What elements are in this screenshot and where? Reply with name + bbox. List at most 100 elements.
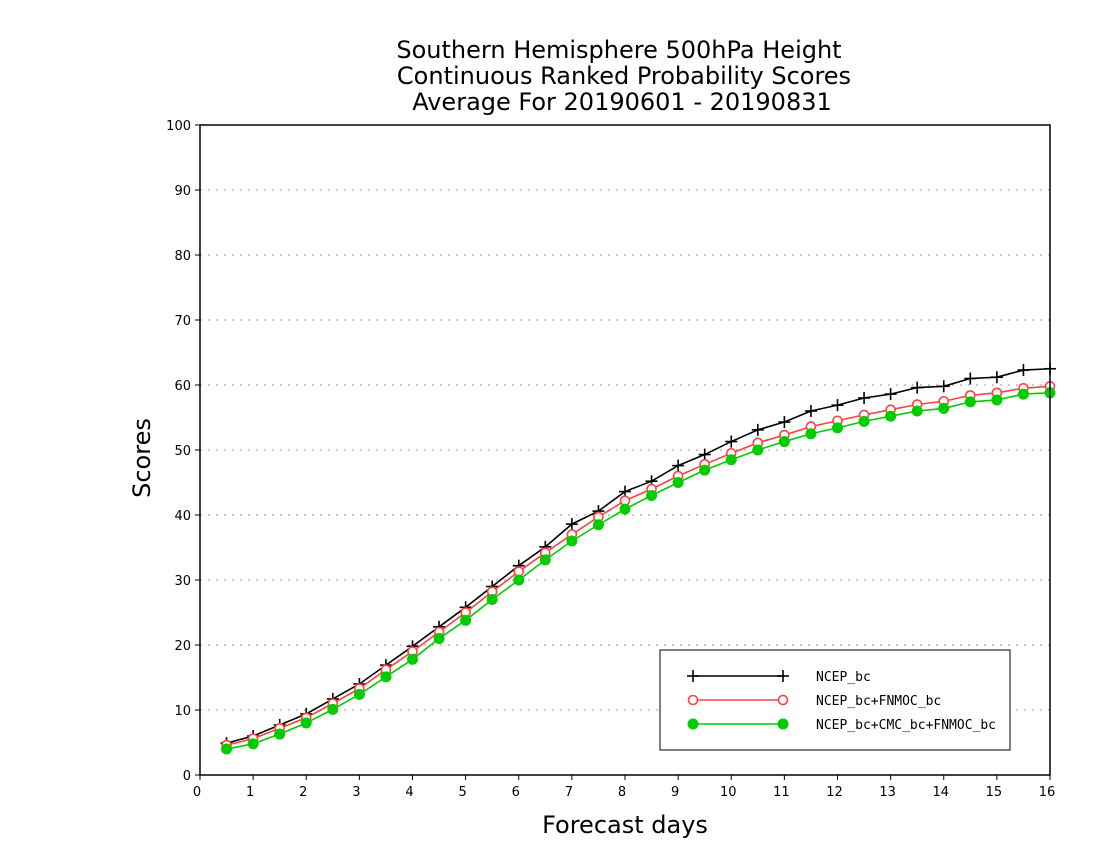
- y-tick-label: 50: [174, 444, 191, 459]
- data-point: [804, 405, 817, 417]
- x-tick-label: 5: [458, 785, 466, 800]
- x-tick-label: 10: [720, 785, 737, 800]
- title-line-3: Average For 20190601 - 20190831: [412, 88, 832, 116]
- data-point: [777, 670, 789, 682]
- x-tick-label: 3: [352, 785, 360, 800]
- data-point: [300, 717, 312, 729]
- y-tick-label: 100: [166, 119, 191, 134]
- x-tick-label: 13: [879, 785, 896, 800]
- data-point: [672, 477, 684, 488]
- data-point: [911, 381, 924, 394]
- data-point: [938, 402, 950, 414]
- x-axis-label: Forecast days: [542, 811, 708, 839]
- data-point: [1017, 388, 1029, 400]
- data-point: [592, 519, 604, 531]
- data-point: [1017, 364, 1030, 377]
- x-tick-label: 2: [299, 785, 307, 800]
- data-point: [964, 372, 977, 385]
- x-tick-label: 0: [193, 785, 201, 800]
- data-point: [327, 703, 339, 715]
- legend-item: NCEP_bc+CMC_bc+FNMOC_bc: [687, 718, 996, 733]
- y-tick-label: 10: [174, 704, 191, 719]
- y-tick-label: 90: [174, 184, 191, 199]
- data-point: [885, 410, 897, 422]
- data-point: [699, 464, 711, 476]
- grid: [200, 189, 1050, 711]
- data-point: [778, 436, 790, 448]
- y-axis-label: Scores: [128, 418, 156, 498]
- data-point: [646, 490, 658, 501]
- data-point: [725, 454, 737, 466]
- data-point: [380, 671, 392, 683]
- x-tick-label: 16: [1039, 785, 1056, 800]
- data-point: [672, 459, 685, 472]
- data-point: [274, 728, 286, 740]
- data-point: [751, 423, 764, 436]
- x-tick-label: 14: [932, 785, 949, 800]
- legend-item: NCEP_bc: [687, 670, 871, 685]
- data-point: [698, 448, 711, 461]
- data-point: [247, 738, 259, 750]
- data-point: [777, 694, 789, 706]
- chart-title: Southern Hemisphere 500hPa Height Contin…: [396, 36, 851, 116]
- data-point: [687, 718, 699, 730]
- data-point: [433, 633, 445, 644]
- data-point: [777, 718, 789, 730]
- data-point: [832, 422, 843, 434]
- series-line: [226, 367, 1051, 744]
- x-tick-label: 1: [246, 785, 254, 800]
- data-point: [725, 435, 738, 448]
- data-point: [687, 670, 699, 682]
- data-point: [752, 444, 764, 456]
- data-point: [486, 594, 498, 605]
- data-point: [937, 380, 950, 393]
- x-tick-label: 6: [512, 785, 520, 800]
- data-point: [539, 554, 551, 566]
- y-tick-label: 40: [174, 509, 191, 524]
- y-tick-label: 60: [174, 379, 191, 394]
- data-point: [990, 371, 1003, 384]
- legend-label: NCEP_bc+CMC_bc+FNMOC_bc: [816, 718, 996, 733]
- legend: NCEP_bc NCEP_bc+FNMOC_bc NCEP_bc+CMC_bc+FN…: [659, 649, 1011, 751]
- data-point: [407, 653, 418, 665]
- data-point: [831, 399, 844, 412]
- legend-item: NCEP_bc+FNMOC_bc: [687, 694, 941, 709]
- title-line-1: Southern Hemisphere 500hPa Height: [396, 36, 841, 64]
- data-point: [805, 428, 817, 440]
- x-axis: 0 1 2 3 4 5 6 7 8 9 10 11 12 13 14 15 16: [193, 775, 1055, 800]
- data-point: [566, 535, 578, 547]
- x-tick-label: 7: [565, 785, 573, 800]
- data-point: [619, 503, 631, 515]
- x-tick-label: 4: [405, 785, 413, 800]
- y-tick-label: 80: [174, 249, 191, 264]
- data-point: [964, 396, 976, 408]
- legend-label: NCEP_bc+FNMOC_bc: [816, 694, 941, 709]
- x-tick-label: 15: [986, 785, 1003, 800]
- data-point: [460, 614, 472, 626]
- y-tick-label: 70: [174, 314, 191, 329]
- data-point: [858, 392, 871, 404]
- series-3: [221, 387, 1056, 755]
- data-point: [221, 743, 233, 755]
- legend-label: NCEP_bc: [816, 670, 871, 685]
- data-point: [991, 394, 1003, 406]
- x-tick-label: 8: [618, 785, 626, 800]
- data-point: [513, 574, 525, 586]
- data-point: [911, 405, 923, 417]
- data-point: [778, 416, 791, 429]
- x-tick-label: 12: [826, 785, 843, 800]
- data-point: [858, 415, 870, 427]
- x-tick-label: 11: [773, 785, 790, 800]
- data-point: [687, 694, 699, 706]
- y-axis: 0 10 20 30 40 50 60 70 80 90 100: [166, 119, 200, 784]
- data-point: [353, 688, 365, 700]
- title-line-2: Continuous Ranked Probability Scores: [397, 62, 851, 90]
- plot-area: [220, 362, 1056, 755]
- y-tick-label: 20: [174, 639, 191, 654]
- data-point: [565, 518, 578, 531]
- data-point: [884, 388, 897, 401]
- y-tick-label: 30: [174, 574, 191, 589]
- y-tick-label: 0: [183, 769, 191, 784]
- x-tick-label: 9: [671, 785, 679, 800]
